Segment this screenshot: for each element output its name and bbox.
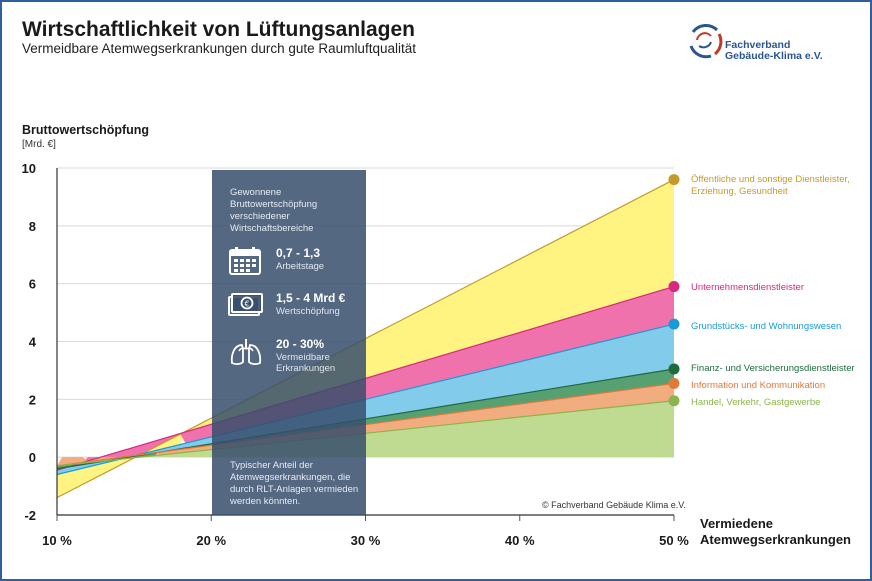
legend-label: Handel, Verkehr, Gastgewerbe bbox=[691, 397, 821, 408]
info-footnote: Typischer Anteil der Atemwegserkrankunge… bbox=[230, 460, 359, 507]
x-tick-label: 50 % bbox=[659, 533, 689, 548]
legend-label: Information und Kommunikation bbox=[691, 380, 826, 391]
series-end-marker bbox=[668, 281, 680, 293]
series-end-marker bbox=[668, 377, 680, 389]
logo-emblem-icon bbox=[689, 24, 723, 59]
logo-line1: Fachverband bbox=[725, 39, 791, 51]
info-value-value-added: 1,5 - 4 Mrd € bbox=[276, 291, 346, 305]
series-end-marker bbox=[668, 318, 680, 330]
logo-text: Fachverband Gebäude-Klima e.V. bbox=[725, 40, 823, 62]
y-axis-label: Bruttowertschöpfung bbox=[22, 123, 150, 137]
y-axis-unit: [Mrd. €] bbox=[22, 139, 56, 150]
legend-label: Grundstücks- und Wohnungswesen bbox=[691, 321, 842, 332]
info-intro: Gewonnene Bruttowertschöpfung verschiede… bbox=[230, 187, 318, 234]
lungs-icon bbox=[230, 339, 262, 365]
legend-label: Öffentliche und sonstige Dienstleister, … bbox=[691, 174, 850, 197]
x-tick-label: 30 % bbox=[351, 533, 381, 548]
info-item-avoidable: 20 - 30% Vermeidbare Erkrankungen bbox=[228, 337, 368, 374]
info-label-value-added: Wertschöpfung bbox=[276, 306, 340, 317]
y-tick-label: 4 bbox=[29, 335, 37, 350]
info-value-avoidable: 20 - 30% bbox=[276, 337, 325, 351]
info-box: Gewonnene Bruttowertschöpfung verschiede… bbox=[212, 170, 366, 515]
series-end-marker bbox=[668, 395, 680, 407]
calendar-icon bbox=[229, 247, 261, 275]
x-tick-label: 20 % bbox=[196, 533, 226, 548]
info-value-workdays: 0,7 - 1,3 bbox=[276, 246, 321, 260]
svg-text:€: € bbox=[244, 300, 249, 309]
y-tick-label: 8 bbox=[29, 219, 36, 234]
legend-label: Unternehmensdienstleister bbox=[691, 282, 805, 293]
info-label-workdays: Arbeitstage bbox=[276, 261, 325, 272]
y-tick-label: 6 bbox=[29, 277, 36, 292]
info-item-workdays: 0,7 - 1,3 Arbeitstage bbox=[228, 246, 368, 280]
logo-line2: Gebäude-Klima e.V. bbox=[725, 50, 823, 62]
x-axis-title: Vermiedene Atemwegserkrankungen bbox=[700, 516, 851, 548]
x-axis-title-line2: Atemwegserkrankungen bbox=[700, 532, 851, 547]
y-tick-label: 2 bbox=[29, 392, 36, 407]
copyright: © Fachverband Gebäude Klima e.V. bbox=[542, 500, 686, 510]
x-tick-label: 10 % bbox=[42, 533, 72, 548]
info-item-value-added: € 1,5 - 4 Mrd € Wertschöpfung bbox=[228, 291, 368, 325]
series-end-marker bbox=[668, 363, 680, 375]
x-tick-label: 40 % bbox=[505, 533, 535, 548]
info-label-avoidable: Vermeidbare Erkrankungen bbox=[276, 352, 336, 374]
y-tick-label: -2 bbox=[24, 508, 36, 523]
chart-title: Wirtschaftlichkeit von Lüftungsanlagen bbox=[22, 18, 416, 41]
logo: Fachverband Gebäude-Klima e.V. bbox=[683, 18, 863, 68]
series-end-marker bbox=[668, 174, 680, 186]
chart-subtitle: Vermeidbare Atemwegserkrankungen durch g… bbox=[22, 41, 416, 56]
y-tick-label: 0 bbox=[29, 450, 36, 465]
y-tick-label: 10 bbox=[22, 161, 36, 176]
x-axis-title-line1: Vermiedene bbox=[700, 516, 773, 531]
money-icon: € bbox=[228, 293, 263, 316]
legend-label: Finanz- und Versicherungsdienstleister bbox=[691, 363, 855, 374]
